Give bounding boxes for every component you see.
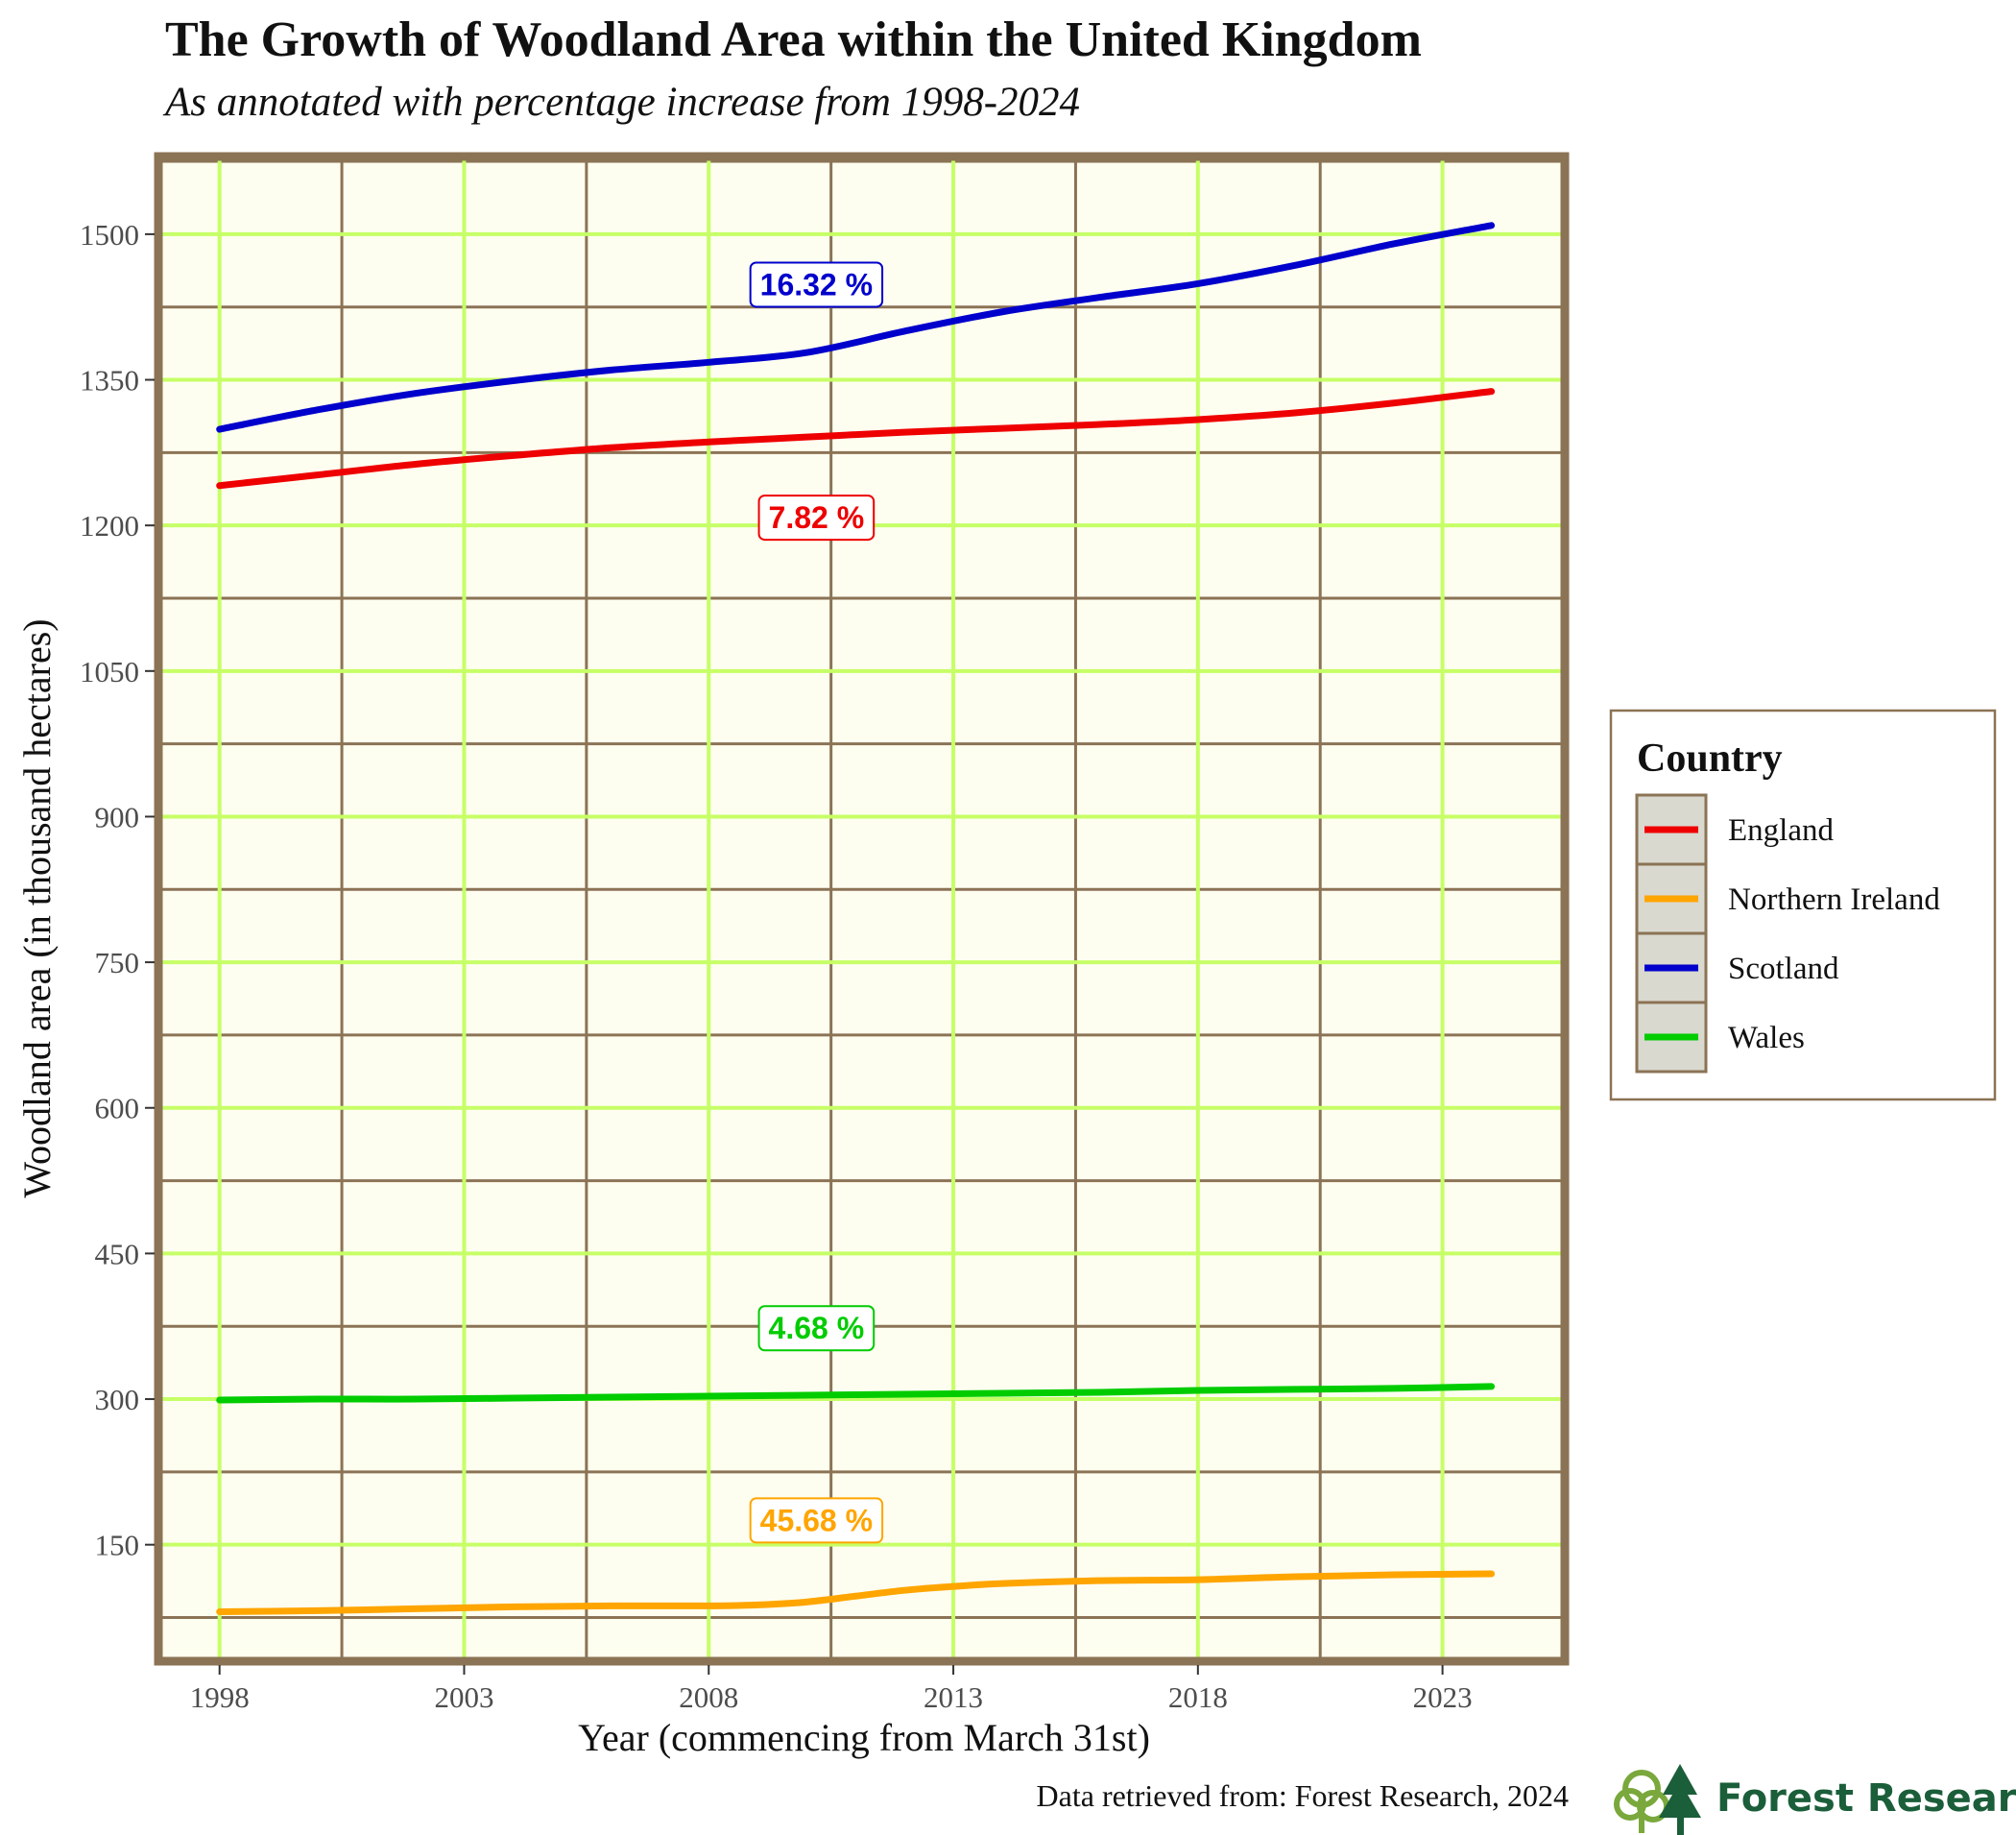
annotation-england: 7.82 % bbox=[757, 495, 876, 542]
annotation-label-england: 7.82 % bbox=[769, 500, 865, 535]
annotation-label-northern-ireland: 45.68 % bbox=[760, 1503, 873, 1537]
legend-label-northern-ireland: Northern Ireland bbox=[1728, 882, 1940, 917]
y-tick-label: 450 bbox=[95, 1237, 140, 1270]
series-labels: 7.82 % 45.68 % 16.32 % 4.68 % bbox=[749, 261, 884, 1544]
forest-research-logo: Forest Research bbox=[1613, 1762, 2016, 1835]
legend-label-scotland: Scotland bbox=[1728, 952, 1839, 986]
y-tick-label: 300 bbox=[95, 1383, 140, 1416]
annotation-box-northern-ireland bbox=[749, 1497, 884, 1544]
plot-border bbox=[154, 152, 1570, 1666]
x-tick-label: 1998 bbox=[190, 1680, 250, 1714]
x-tick-label: 2023 bbox=[1413, 1680, 1473, 1714]
plot-panel bbox=[158, 157, 1565, 1661]
series-line-wales bbox=[216, 1383, 1496, 1404]
y-axis-ticks: 150 300 450 600 750 900 1050 1200 1350 1500 bbox=[80, 218, 155, 1562]
y-tick-label: 1050 bbox=[80, 655, 139, 688]
annotation-box-england bbox=[757, 495, 876, 542]
y-tick-label: 900 bbox=[95, 800, 140, 833]
y-tick-label: 1200 bbox=[80, 509, 139, 543]
annotation-label-scotland: 16.32 % bbox=[760, 267, 873, 302]
y-tick-label: 750 bbox=[95, 946, 140, 979]
series-line-england bbox=[216, 388, 1496, 490]
series-lines bbox=[216, 222, 1496, 1615]
tree-logo-icon bbox=[1614, 1764, 1701, 1835]
x-tick-label: 2003 bbox=[434, 1680, 493, 1714]
annotation-wales: 4.68 % bbox=[757, 1305, 876, 1352]
y-tick-label: 600 bbox=[95, 1092, 140, 1125]
annotation-box-scotland bbox=[749, 261, 884, 308]
legend-label-wales: Wales bbox=[1728, 1021, 1805, 1055]
x-tick-label: 2018 bbox=[1168, 1680, 1228, 1714]
y-tick-label: 150 bbox=[95, 1529, 140, 1562]
y-tick-label: 1500 bbox=[80, 218, 139, 252]
legend-title: Country bbox=[1637, 736, 1783, 781]
x-tick-label: 2013 bbox=[924, 1680, 983, 1714]
chart-title: The Growth of Woodland Area within the U… bbox=[165, 12, 1422, 67]
x-axis-label: Year (commencing from March 31st) bbox=[578, 1716, 1150, 1759]
annotation-label-wales: 4.68 % bbox=[769, 1311, 865, 1345]
x-tick-label: 2008 bbox=[679, 1680, 738, 1714]
series-line-scotland bbox=[216, 222, 1496, 433]
y-axis-label: Woodland area (in thousand hectares) bbox=[15, 618, 59, 1197]
chart-subtitle: As annotated with percentage increase fr… bbox=[165, 80, 1081, 125]
annotation-box-wales bbox=[757, 1305, 876, 1352]
x-axis-ticks: 1998 2003 2008 2013 2018 2023 bbox=[190, 1665, 1473, 1714]
y-tick-label: 1350 bbox=[80, 364, 139, 398]
annotation-northern-ireland: 45.68 % bbox=[749, 1497, 884, 1544]
legend-label-england: England bbox=[1728, 813, 1834, 848]
annotation-scotland: 16.32 % bbox=[749, 261, 884, 308]
data-source-caption: Data retrieved from: Forest Research, 20… bbox=[1036, 1778, 1569, 1813]
series-line-northern-ireland bbox=[216, 1570, 1496, 1615]
legend: Country England Northern Ireland Scotland W… bbox=[1609, 709, 1997, 1101]
logo-text: Forest Research bbox=[1716, 1776, 2016, 1821]
